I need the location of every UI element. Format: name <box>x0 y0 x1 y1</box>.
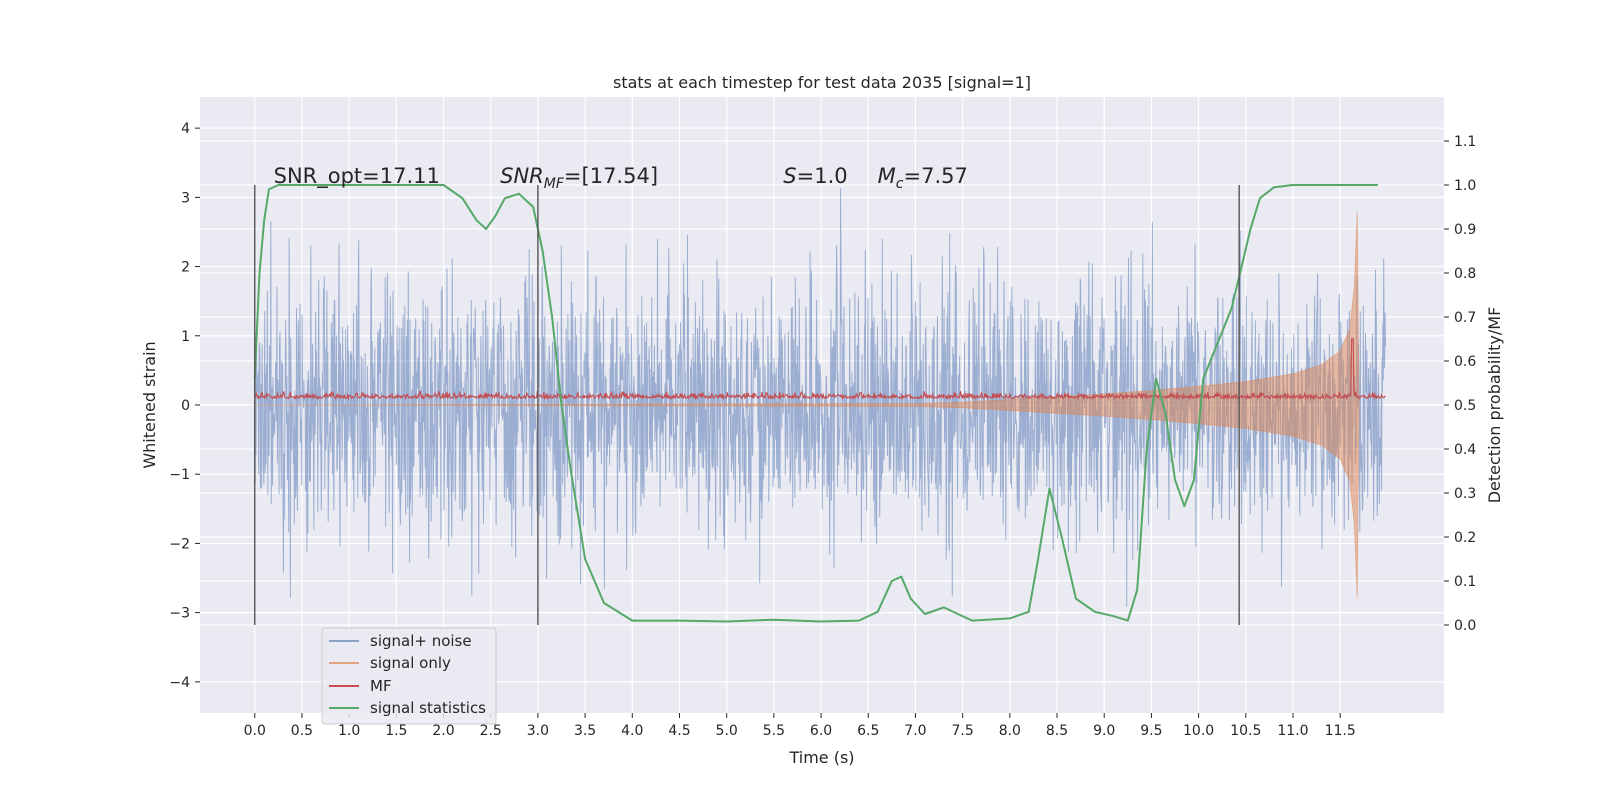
x-axis-ticks: 0.0 0.5 1.0 1.5 2.0 2.5 3.0 3.5 4.0 4.5 5.0 5.5 6.0 6… <box>244 713 1356 739</box>
legend: signal+ noise signal only MF signal stat… <box>321 627 497 725</box>
x-tick-label: 4.5 <box>668 723 690 739</box>
left-y-axis-ticks: −4 −3 −2 −1 0 1 2 3 4 <box>169 121 200 691</box>
y-right-tick-label: 0.2 <box>1454 530 1476 546</box>
y-left-tick-label: −1 <box>169 467 190 483</box>
y-right-tick-label: 0.3 <box>1454 486 1476 502</box>
series-signal-statistics <box>253 184 1378 623</box>
x-tick-label: 8.5 <box>1046 723 1068 739</box>
x-tick-label: 9.0 <box>1093 723 1115 739</box>
y-right-tick-label: 0.7 <box>1454 310 1476 326</box>
x-tick-label: 1.5 <box>385 723 407 739</box>
annotation-text: SNRMF=[17.54] <box>500 164 658 192</box>
x-tick-label: 4.0 <box>621 723 643 739</box>
x-tick-label: 10.5 <box>1230 723 1261 739</box>
series-mf <box>254 338 1386 401</box>
x-tick-label: 3.5 <box>574 723 596 739</box>
y-left-tick-label: −4 <box>169 675 190 691</box>
annotation-text: S=1.0 <box>783 164 847 188</box>
right-y-axis-ticks: 0.0 0.1 0.2 0.3 0.4 0.5 0.6 0.7 0.8 0.9 1.0 1.1 <box>1444 134 1476 634</box>
y-right-tick-label: 0.1 <box>1454 574 1476 590</box>
x-tick-label: 7.0 <box>904 723 926 739</box>
legend-label-signal-statistics: signal statistics <box>370 699 486 717</box>
annotation-text: Mc=7.57 <box>878 164 968 192</box>
series-layer <box>253 184 1386 623</box>
x-tick-label: 11.5 <box>1325 723 1356 739</box>
x-tick-label: 0.5 <box>291 723 313 739</box>
x-tick-label: 1.0 <box>338 723 360 739</box>
x-tick-label: 6.5 <box>857 723 879 739</box>
x-tick-label: 5.0 <box>716 723 738 739</box>
legend-label-signal-noise: signal+ noise <box>370 632 472 650</box>
x-tick-label: 7.5 <box>952 723 974 739</box>
x-tick-label: 3.0 <box>527 723 549 739</box>
x-tick-label: 9.5 <box>1140 723 1162 739</box>
y-left-tick-label: 4 <box>181 121 190 137</box>
y-right-tick-label: 0.8 <box>1454 266 1476 282</box>
y-right-tick-label: 0.0 <box>1454 618 1476 634</box>
legend-box <box>321 627 497 725</box>
y-left-tick-label: 0 <box>181 398 190 414</box>
x-axis-label: Time (s) <box>788 748 854 767</box>
series-signal-only <box>254 211 1360 599</box>
vertical-markers <box>254 185 1240 625</box>
legend-label-mf: MF <box>370 677 392 695</box>
x-tick-label: 8.0 <box>999 723 1021 739</box>
y-left-tick-label: 3 <box>181 190 190 206</box>
x-tick-label: 6.0 <box>810 723 832 739</box>
y-left-tick-label: −3 <box>169 606 190 622</box>
chart-title: stats at each timestep for test data 203… <box>613 73 1031 92</box>
y-left-tick-label: −2 <box>169 536 190 552</box>
y-right-tick-label: 1.0 <box>1454 178 1476 194</box>
y-right-tick-label: 1.1 <box>1454 134 1476 150</box>
y-right-tick-label: 0.4 <box>1454 442 1476 458</box>
x-tick-label: 11.0 <box>1277 723 1308 739</box>
x-tick-label: 2.0 <box>432 723 454 739</box>
y-left-tick-label: 1 <box>181 329 190 345</box>
y-left-tick-label: 2 <box>181 260 190 276</box>
x-tick-label: 2.5 <box>480 723 502 739</box>
left-y-axis-label: Whitened strain <box>140 341 159 468</box>
x-tick-label: 10.0 <box>1183 723 1214 739</box>
x-tick-label: 0.0 <box>244 723 266 739</box>
right-y-axis-label: Detection probability/MF <box>1485 307 1504 504</box>
annotations: SNR_opt=17.11 SNRMF=[17.54] S=1.0 Mc=7.57 <box>274 164 968 192</box>
y-right-tick-label: 0.5 <box>1454 398 1476 414</box>
x-tick-label: 5.5 <box>763 723 785 739</box>
legend-label-signal-only: signal only <box>370 654 451 672</box>
y-right-tick-label: 0.9 <box>1454 222 1476 238</box>
y-right-tick-label: 0.6 <box>1454 354 1476 370</box>
annotation-text: SNR_opt=17.11 <box>274 164 440 189</box>
